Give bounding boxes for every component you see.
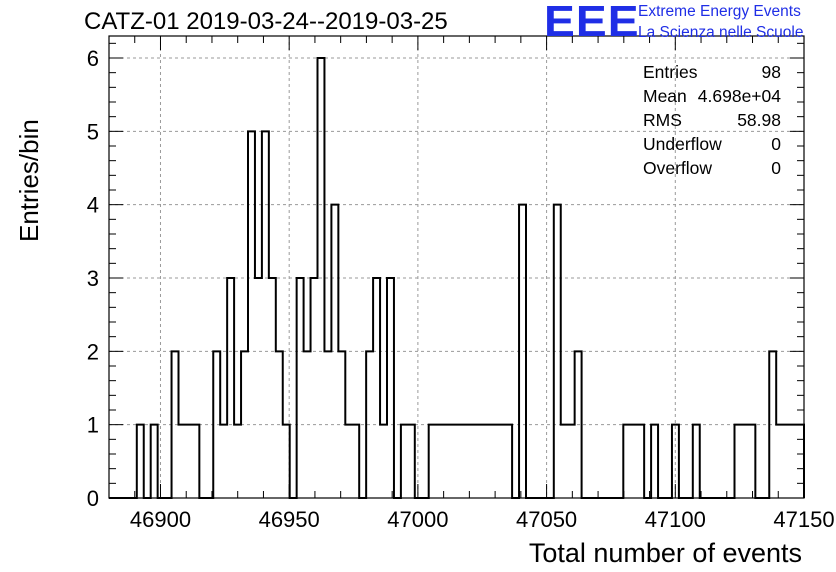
axes bbox=[108, 35, 805, 499]
y-axis-label: Entries/bin bbox=[14, 118, 44, 242]
x-tick-label: 47000 bbox=[387, 507, 448, 532]
histogram-line bbox=[109, 57, 805, 499]
stats-label: RMS bbox=[643, 110, 682, 130]
plot-frame bbox=[108, 35, 805, 499]
stats-value: 98 bbox=[761, 62, 781, 82]
y-tick-label: 6 bbox=[87, 46, 99, 71]
y-tick-label: 2 bbox=[87, 339, 99, 364]
stats-row-underflow: Underflow 0 bbox=[643, 132, 781, 156]
stats-label: Mean bbox=[643, 86, 687, 106]
logo-line-1: Extreme Energy Events bbox=[638, 3, 801, 20]
stats-row-overflow: Overflow 0 bbox=[643, 156, 781, 180]
x-axis-label: Total number of events bbox=[528, 538, 802, 568]
x-tick-label: 46900 bbox=[130, 507, 191, 532]
histogram-series bbox=[109, 57, 805, 499]
x-tick-label: 47150 bbox=[773, 507, 834, 532]
y-tick-label: 3 bbox=[87, 266, 99, 291]
stats-value: 0 bbox=[771, 158, 781, 178]
stats-value: 0 bbox=[771, 134, 781, 154]
eee-logo: EEE bbox=[544, 0, 640, 46]
stats-label: Overflow bbox=[643, 158, 713, 178]
stats-value: 58.98 bbox=[737, 110, 781, 130]
stats-box: Entries 98 Mean 4.698e+04 RMS 58.98 Unde… bbox=[643, 60, 781, 180]
x-tick-label: 47050 bbox=[516, 507, 577, 532]
x-tick-label: 46950 bbox=[259, 507, 320, 532]
y-tick-labels: 0 1 2 3 4 5 6 bbox=[87, 46, 99, 511]
stats-value: 4.698e+04 bbox=[697, 86, 781, 106]
y-tick-label: 5 bbox=[87, 119, 99, 144]
stats-row-rms: RMS 58.98 bbox=[643, 108, 781, 132]
stats-row-entries: Entries 98 bbox=[643, 60, 781, 84]
stats-row-mean: Mean 4.698e+04 bbox=[643, 84, 781, 108]
chart-title: CATZ-01 2019-03-24--2019-03-25 bbox=[84, 8, 448, 35]
x-tick-labels: 46900 46950 47000 47050 47100 47150 bbox=[130, 507, 835, 532]
y-tick-label: 0 bbox=[87, 486, 99, 511]
y-tick-label: 1 bbox=[87, 413, 99, 438]
logo-line-2: La Scienza nelle Scuole bbox=[638, 24, 804, 41]
y-tick-label: 4 bbox=[87, 193, 99, 218]
stats-label: Entries bbox=[643, 62, 698, 82]
stats-label: Underflow bbox=[643, 134, 722, 154]
x-tick-label: 47100 bbox=[645, 507, 706, 532]
